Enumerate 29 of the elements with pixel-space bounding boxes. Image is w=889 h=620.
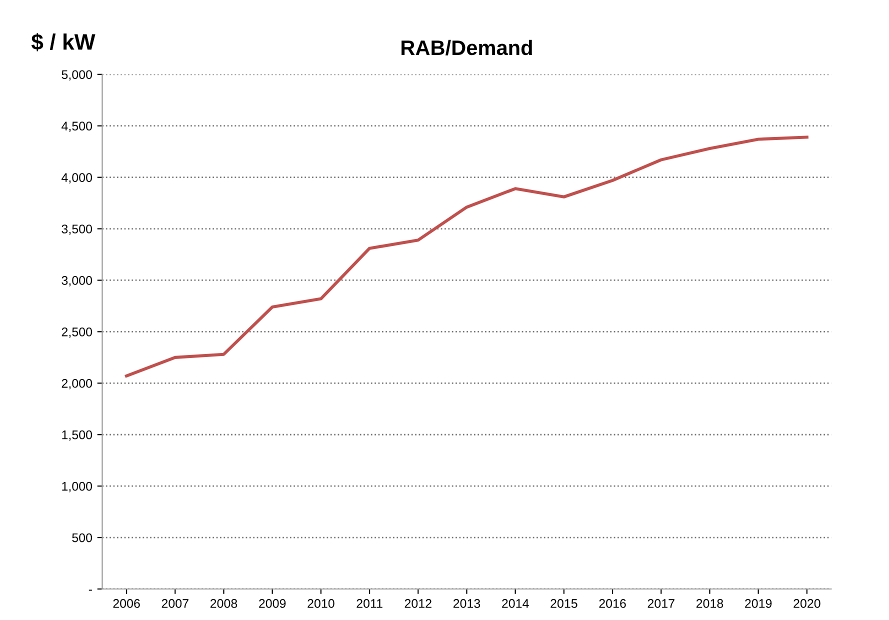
x-tick-label: 2014 [502,599,529,608]
y-tick-label: 4,500 [62,122,92,132]
x-tick-label: 2015 [550,599,578,608]
x-tick-label: 2020 [794,599,820,608]
x-tick-label: 2009 [259,599,286,608]
y-tick-label: 3,500 [62,224,92,235]
y-tick-label: 2,500 [62,328,92,338]
chart-title: RAB/Demand [402,40,532,56]
x-tick-label: 2017 [648,599,674,608]
y-tick-label: 2,000 [62,378,92,390]
y-tick-label: 1,500 [62,430,92,441]
y-tick-label: 5,000 [62,70,92,81]
y-tick-label: 4,000 [62,173,92,184]
y-tick-label: 500 [72,533,92,542]
y-axis-title: $ / kW [31,33,96,52]
line-series [125,136,808,378]
x-tick-label: 2012 [404,599,432,608]
y-tick-label: 3,000 [62,276,92,286]
y-tick-label: - [88,590,92,591]
x-tick-label: 2016 [599,599,626,608]
x-tick-label: 2013 [453,599,480,608]
x-tick-label: 2007 [162,599,188,608]
y-tick-label: 1,000 [62,482,92,492]
x-tick-label: 2019 [745,599,772,608]
x-tick-label: 2011 [356,599,382,608]
x-tick-label: 2010 [308,599,334,608]
x-tick-label: 2008 [210,599,238,608]
x-tick-label: 2018 [696,599,724,608]
x-tick-label: 2006 [113,599,140,608]
